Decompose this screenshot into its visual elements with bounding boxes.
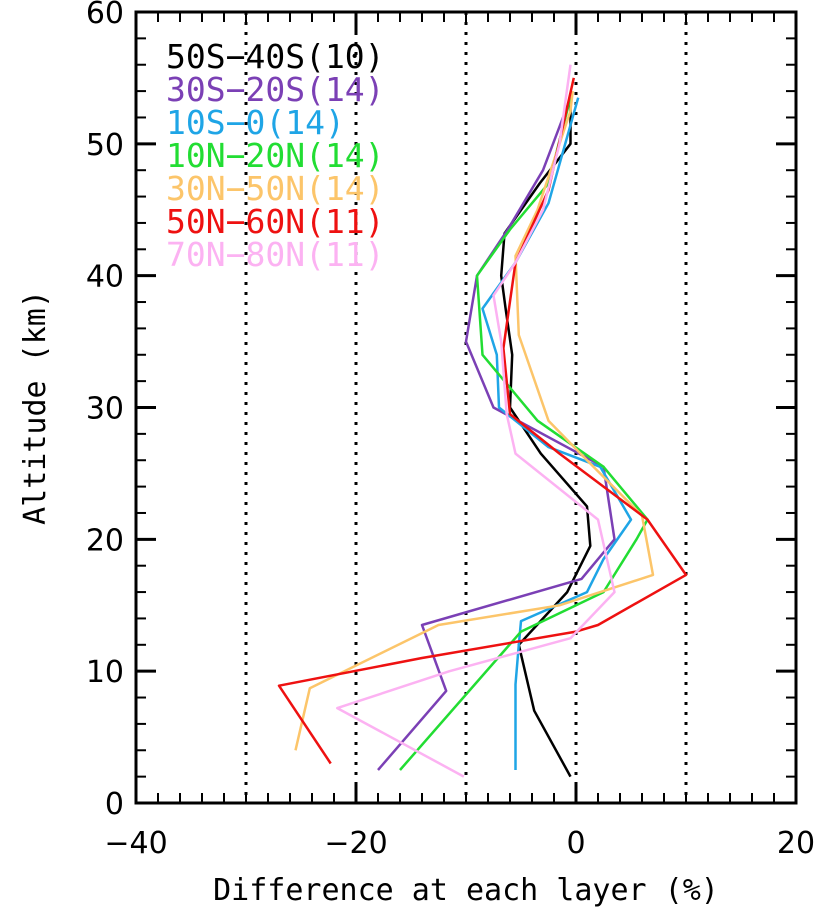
x-tick-label: −40 <box>104 826 167 861</box>
legend-entry: 50S−40S(10) <box>166 37 385 76</box>
series-line <box>377 97 616 771</box>
y-tick-label: 30 <box>86 392 124 427</box>
x-axis-label: Difference at each layer (%) <box>213 873 719 908</box>
reference-lines <box>244 12 688 803</box>
y-tick-label: 10 <box>86 655 124 690</box>
series-line <box>294 90 655 751</box>
legend-entry: 50N−60N(11) <box>166 202 385 241</box>
axis-tick-labels: −40 −20 0 20 0 10 20 30 40 50 60 <box>86 0 815 861</box>
y-tick-label: 50 <box>86 128 124 163</box>
x-tick-label: 0 <box>566 826 585 861</box>
legend-entry: 30N−50N(14) <box>166 169 385 208</box>
legend: 50S−40S(10)30S−20S(14)10S−0(14)10N−20N(1… <box>166 37 385 274</box>
legend-entry: 30S−20S(14) <box>166 70 385 109</box>
legend-entry: 70N−80N(11) <box>166 235 385 274</box>
legend-entry: 10S−0(14) <box>166 103 345 142</box>
axis-ticks <box>134 10 798 805</box>
y-tick-label: 0 <box>105 787 124 822</box>
y-tick-label: 20 <box>86 523 124 558</box>
series-line <box>336 64 616 778</box>
y-tick-label: 40 <box>86 260 124 295</box>
series-lines <box>277 64 688 778</box>
x-tick-label: 20 <box>777 826 815 861</box>
x-tick-label: −20 <box>324 826 387 861</box>
legend-entry: 10N−20N(14) <box>166 136 385 175</box>
y-axis-label: Altitude (km) <box>18 290 53 525</box>
y-tick-label: 60 <box>86 0 124 31</box>
